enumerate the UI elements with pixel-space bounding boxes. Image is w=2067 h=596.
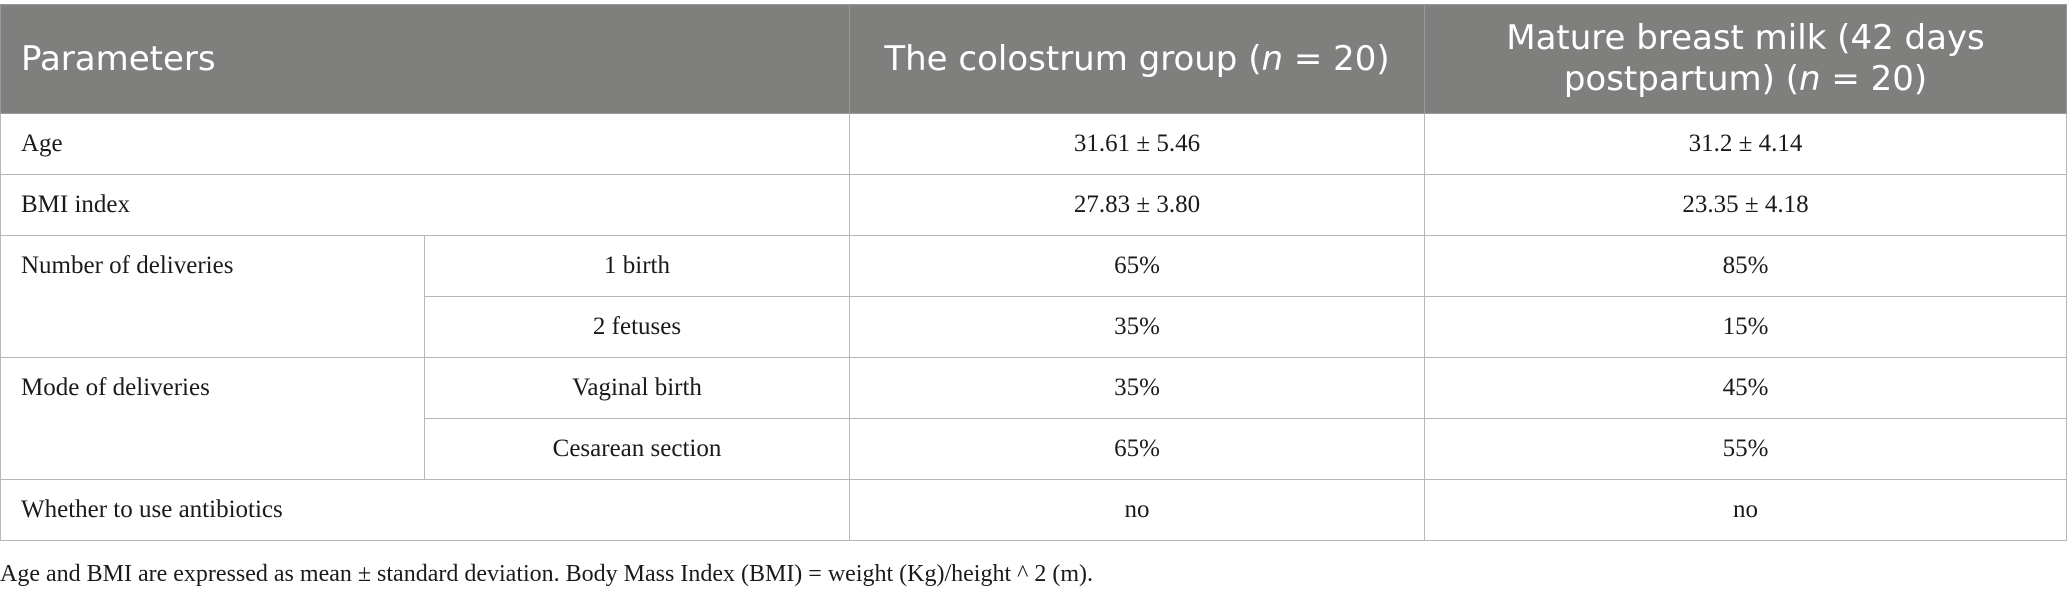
header-mature-suffix: = 20) [1820, 59, 1928, 99]
header-colostrum-suffix: = 20) [1283, 38, 1390, 79]
table-row-deliveries-1: Number of deliveries 1 birth 65% 85% [0, 235, 2067, 358]
header-mature-prefix: postpartum) ( [1563, 59, 1799, 99]
cell-one-birth-colostrum: 65% [849, 235, 1426, 297]
cell-vaginal-mature: 45% [1424, 357, 2067, 419]
row-label-antibiotics: Whether to use antibiotics [0, 479, 851, 541]
cell-bmi-colostrum: 27.83 ± 3.80 [849, 174, 1426, 236]
cell-cesarean-mature: 55% [1424, 418, 2067, 480]
sublabel-one-birth: 1 birth [423, 235, 851, 297]
parameters-table: Parameters The colostrum group (n = 20) … [0, 4, 2067, 541]
parameters-table-container: Parameters The colostrum group (n = 20) … [0, 4, 2067, 541]
table-footnote: Age and BMI are expressed as mean ± stan… [0, 561, 1094, 587]
cell-cesarean-colostrum: 65% [849, 418, 1426, 480]
cell-vaginal-colostrum: 35% [849, 357, 1426, 419]
cell-one-birth-mature: 85% [1424, 235, 2067, 297]
row-label-age: Age [0, 113, 851, 175]
table-header: Parameters The colostrum group (n = 20) … [0, 4, 2067, 114]
cell-age-mature: 31.2 ± 4.14 [1424, 113, 2067, 175]
row-label-bmi: BMI index [0, 174, 851, 236]
header-row: Parameters The colostrum group (n = 20) … [0, 4, 2067, 114]
cell-antibiotics-colostrum: no [849, 479, 1426, 541]
sublabel-vaginal-birth: Vaginal birth [423, 357, 851, 419]
table-row-age: Age 31.61 ± 5.46 31.2 ± 4.14 [0, 113, 2067, 175]
header-mature-line1: Mature breast milk (42 days [1506, 18, 1985, 58]
table-row-deliveries-2: 2 fetuses 35% 15% [1, 296, 2067, 358]
header-colostrum-prefix: The colostrum group ( [884, 38, 1262, 79]
table-row-mode-1: Mode of deliveries Vaginal birth 35% 45% [0, 357, 2067, 480]
table-body: Age 31.61 ± 5.46 31.2 ± 4.14 BMI index 2… [0, 113, 2067, 541]
header-mature-n: n [1799, 59, 1821, 99]
cell-two-fetuses-colostrum: 35% [849, 296, 1426, 358]
table-row-antibiotics: Whether to use antibiotics no no [0, 479, 2067, 541]
header-colostrum-group: The colostrum group (n = 20) [849, 4, 1426, 114]
cell-age-colostrum: 31.61 ± 5.46 [849, 113, 1426, 175]
table-row-bmi: BMI index 27.83 ± 3.80 23.35 ± 4.18 [0, 174, 2067, 236]
sublabel-cesarean-section: Cesarean section [423, 418, 851, 480]
cell-two-fetuses-mature: 15% [1424, 296, 2067, 358]
row-label-deliveries: Number of deliveries [0, 235, 425, 358]
row-label-mode: Mode of deliveries [0, 357, 425, 480]
sublabel-two-fetuses: 2 fetuses [423, 296, 851, 358]
header-mature-milk: Mature breast milk (42 days postpartum) (… [1424, 4, 2067, 114]
cell-bmi-mature: 23.35 ± 4.18 [1424, 174, 2067, 236]
cell-antibiotics-mature: no [1424, 479, 2067, 541]
header-parameters: Parameters [0, 4, 851, 114]
header-colostrum-n: n [1261, 38, 1284, 79]
